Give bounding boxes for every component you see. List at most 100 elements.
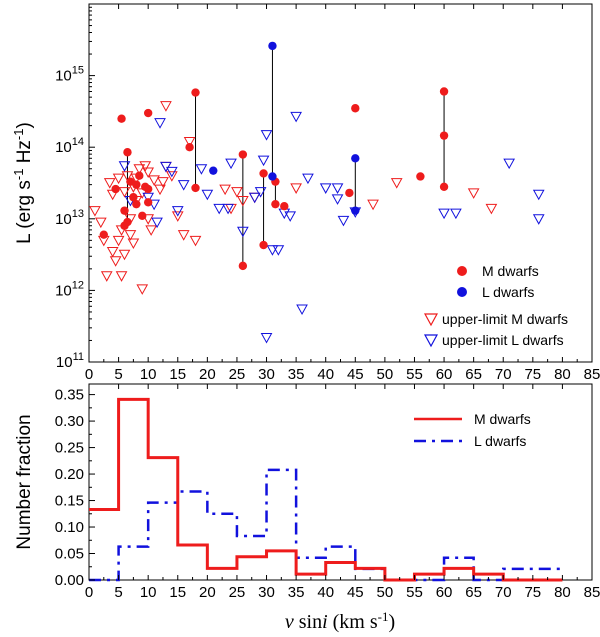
top-x-tick-label: 45 [347, 366, 364, 383]
point-m-dwarfs [185, 143, 194, 152]
point-upper-limit-m-dwarfs [142, 167, 155, 179]
legend-label-m-dwarfs-hist: M dwarfs [474, 411, 531, 427]
bottom-x-tick-label: 45 [347, 584, 364, 601]
legend-label-m-dwarfs: M dwarfs [482, 263, 539, 279]
point-upper-limit-l-dwarfs [302, 173, 314, 185]
bottom-y-tick-label: 0.10 [55, 519, 84, 536]
histogram-m-dwarfs [89, 397, 563, 582]
point-upper-limit-l-dwarfs [260, 332, 273, 344]
point-m-dwarfs [99, 230, 108, 239]
legend-marker-m-dwarfs [457, 266, 467, 276]
point-upper-limit-l-dwarfs [266, 245, 279, 256]
bottom-y-axis-label: Number fraction [14, 414, 35, 549]
point-upper-limit-m-dwarfs [142, 214, 155, 225]
point-upper-limit-m-dwarfs [290, 183, 302, 194]
legend-marker-l-dwarfs [457, 287, 467, 297]
point-upper-limit-l-dwarfs [331, 183, 344, 194]
tick-base: 10 [55, 68, 72, 85]
point-m-dwarfs [132, 199, 141, 209]
point-l-dwarfs [268, 172, 277, 181]
point-m-dwarfs [123, 148, 132, 157]
bottom-y-tick-label: 0.00 [55, 572, 84, 589]
point-upper-limit-m-dwarfs [100, 271, 113, 282]
top-x-tick-label: 65 [465, 366, 482, 383]
bottom-x-tick-label: 20 [199, 584, 216, 601]
luminosity-scatter-plot: 0 5 10 15 20 25 30 35 40 45 50 55 60 65 70 75 80 85 10111… [11, 3, 600, 383]
point-upper-limit-m-dwarfs [367, 199, 379, 211]
point-upper-limit-m-dwarfs [165, 171, 178, 182]
bottom-legend: M dwarfs L dwarfs [414, 411, 531, 449]
point-m-dwarfs [191, 88, 200, 97]
point-upper-limit-l-dwarfs [450, 208, 462, 220]
point-upper-limit-m-dwarfs [94, 217, 107, 229]
point-m-dwarfs [416, 172, 425, 181]
bottom-x-tick-label: 65 [465, 584, 482, 601]
tick-exponent: 14 [72, 136, 84, 148]
point-upper-limit-m-dwarfs [148, 175, 160, 186]
point-upper-limit-m-dwarfs [112, 235, 125, 247]
point-upper-limit-l-dwarfs [201, 189, 214, 201]
bottom-x-ticks: 0 5 10 15 20 25 30 35 40 45 50 55 60 65 70 75 80 85 [85, 384, 600, 601]
point-upper-limit-m-dwarfs [115, 271, 128, 282]
point-upper-limit-l-dwarfs [290, 111, 302, 123]
point-upper-limit-l-dwarfs [260, 130, 273, 141]
point-upper-limit-m-dwarfs [177, 230, 190, 241]
legend-label-upper-limit-l-dwarfs: upper-limit L dwarfs [442, 332, 564, 348]
point-m-dwarfs [111, 184, 120, 194]
point-upper-limit-m-dwarfs [219, 184, 231, 196]
point-upper-limit-l-dwarfs [296, 304, 308, 316]
histogram-lines [89, 397, 563, 582]
tick-exponent: 15 [72, 65, 84, 77]
top-x-tick-label: 55 [406, 366, 423, 383]
point-l-dwarfs [351, 206, 360, 215]
point-m-dwarfs [143, 108, 153, 118]
point-m-dwarfs [259, 169, 268, 178]
point-upper-limit-m-dwarfs [248, 192, 261, 204]
point-m-dwarfs [129, 193, 138, 202]
bottom-x-axis-label: v sini (km s-1) [285, 609, 395, 634]
point-upper-limit-l-dwarfs [213, 203, 226, 215]
legend-label-l-dwarfs-hist: L dwarfs [474, 433, 526, 449]
point-upper-limit-l-dwarfs [248, 192, 261, 204]
top-x-tick-label: 25 [229, 366, 246, 383]
bottom-x-tick-label: 40 [317, 584, 334, 601]
tick-exponent: 13 [72, 208, 84, 220]
top-x-tick-label: 0 [85, 366, 93, 383]
bottom-y-tick-label: 0.35 [55, 387, 84, 404]
top-x-tick-label: 35 [288, 366, 305, 383]
point-upper-limit-l-dwarfs [165, 166, 178, 178]
legend-label-upper-limit-m-dwarfs: upper-limit M dwarfs [442, 311, 568, 327]
tick-base: 10 [56, 354, 73, 371]
point-m-dwarfs [132, 180, 141, 189]
point-upper-limit-l-dwarfs [331, 194, 344, 205]
point-m-dwarfs [259, 240, 268, 250]
point-upper-limit-l-dwarfs [503, 158, 516, 170]
point-m-dwarfs [271, 199, 280, 209]
top-x-tick-label: 5 [114, 366, 122, 383]
point-upper-limit-l-dwarfs [195, 164, 208, 175]
top-x-tick-label: 20 [199, 366, 216, 383]
point-m-dwarfs [280, 201, 289, 211]
point-upper-limit-m-dwarfs [112, 173, 125, 185]
point-m-dwarfs [439, 131, 449, 140]
point-upper-limit-l-dwarfs [337, 215, 350, 227]
tick-base: 10 [55, 211, 72, 228]
point-upper-limit-m-dwarfs [157, 177, 169, 188]
top-x-tick-label: 70 [495, 366, 512, 383]
tick-base: 10 [55, 282, 72, 299]
point-upper-limit-l-dwarfs [438, 208, 450, 220]
bottom-x-tick-label: 55 [406, 584, 423, 601]
tick-base: 10 [55, 139, 72, 156]
point-upper-limit-m-dwarfs [121, 171, 134, 182]
point-upper-limit-m-dwarfs [189, 235, 202, 247]
point-m-dwarfs [123, 217, 132, 227]
point-upper-limit-m-dwarfs [106, 246, 119, 258]
point-upper-limit-m-dwarfs [467, 188, 480, 199]
point-upper-limit-l-dwarfs [171, 206, 184, 217]
bottom-x-tick-label: 0 [85, 584, 93, 601]
point-upper-limit-m-dwarfs [390, 178, 403, 189]
point-upper-limit-m-dwarfs [103, 178, 116, 189]
bottom-y-ticks: 0.00 0.05 0.10 0.15 0.20 0.25 0.30 0.35 [55, 387, 95, 589]
bottom-x-tick-label: 25 [229, 584, 246, 601]
top-x-tick-label: 30 [258, 366, 275, 383]
